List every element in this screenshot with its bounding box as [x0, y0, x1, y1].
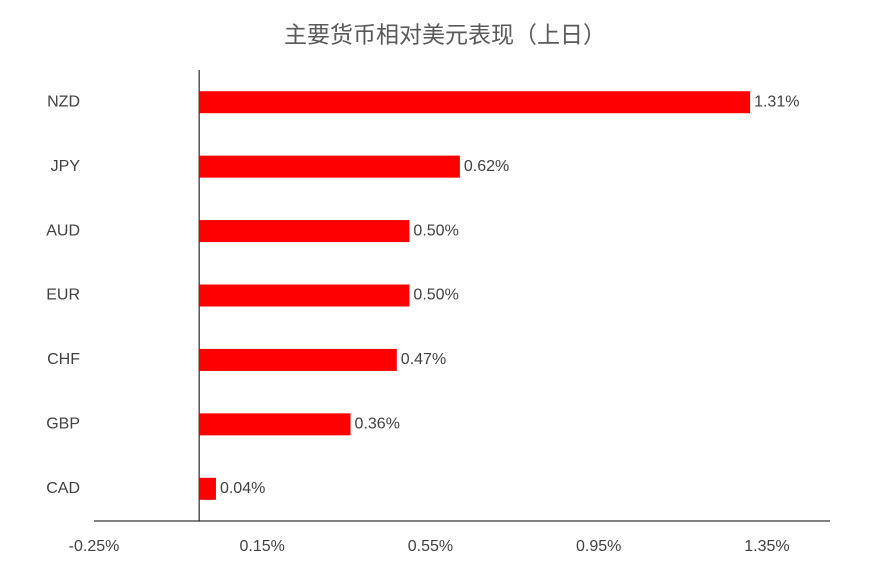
- y-tick-label: EUR: [46, 287, 80, 304]
- bar: [199, 155, 460, 178]
- x-tick-label: 0.55%: [408, 538, 453, 555]
- data-label: 0.50%: [413, 287, 458, 304]
- y-tick-label: GBP: [46, 416, 80, 433]
- y-tick-label: NZD: [47, 93, 80, 110]
- x-tick-label: 0.15%: [240, 538, 285, 555]
- x-tick-label: 1.35%: [744, 538, 789, 555]
- data-label: 0.04%: [220, 480, 265, 497]
- data-label: 0.62%: [464, 158, 509, 175]
- bar: [199, 413, 351, 436]
- bar: [199, 284, 410, 307]
- chart-title: 主要货币相对美元表现（上日）: [284, 23, 606, 49]
- y-tick-label: CAD: [46, 480, 80, 497]
- y-tick-label: AUD: [46, 222, 80, 239]
- bar: [199, 348, 397, 371]
- data-label: 0.50%: [413, 222, 458, 239]
- bar: [199, 91, 751, 114]
- data-label: 0.36%: [355, 416, 400, 433]
- data-label: 0.47%: [401, 351, 446, 368]
- x-tick-label: -0.25%: [69, 538, 120, 555]
- bar: [199, 477, 216, 500]
- x-tick-label: 0.95%: [576, 538, 621, 555]
- y-tick-label: JPY: [51, 158, 81, 175]
- data-label: 1.31%: [754, 93, 799, 110]
- y-tick-label: CHF: [47, 351, 80, 368]
- bar: [199, 220, 410, 243]
